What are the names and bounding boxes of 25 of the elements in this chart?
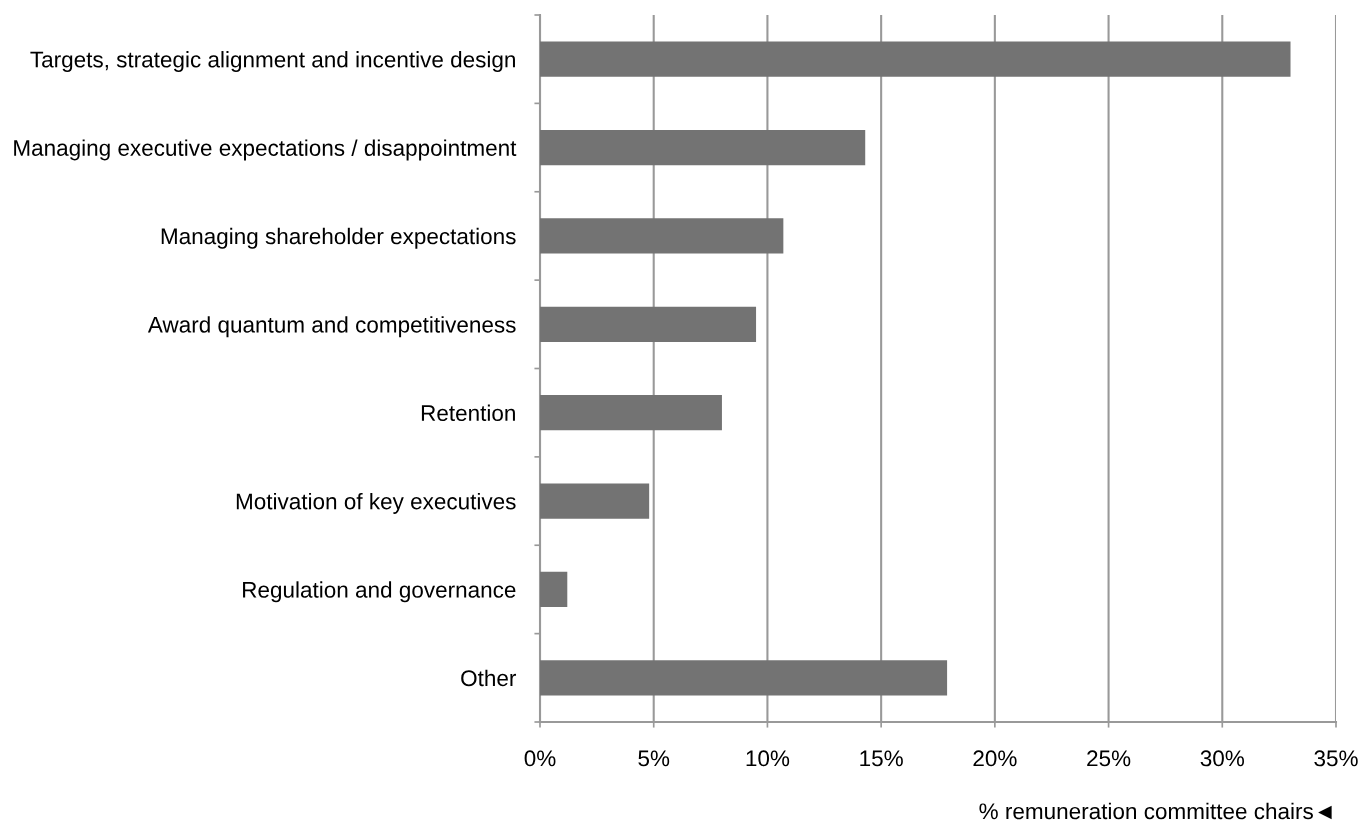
- bar: [540, 306, 757, 342]
- y-tick-label: Motivation of key executives: [236, 492, 516, 514]
- y-tick-label: Retention: [421, 404, 515, 422]
- x-tick-label: 20%: [973, 750, 1017, 767]
- y-tick-label: Managing shareholder expectations: [161, 227, 516, 249]
- bar: [540, 41, 1291, 77]
- x-tick-label: 25%: [1087, 750, 1131, 767]
- y-tick-label: Regulation and governance: [243, 581, 516, 603]
- x-tick-label: 15%: [860, 750, 903, 767]
- x-tick-label: 5%: [638, 750, 670, 767]
- y-tick-label: Managing executive expectations / disappointment: [14, 139, 517, 161]
- bar: [540, 395, 722, 431]
- x-tick-label: 35%: [1314, 750, 1358, 767]
- bar: [540, 660, 948, 696]
- y-tick-label: Award quantum and competitiveness: [147, 316, 516, 338]
- bar: [540, 129, 866, 166]
- x-tick-label: 30%: [1200, 750, 1244, 767]
- bar: [540, 218, 784, 254]
- bar: [540, 483, 650, 519]
- y-tick-label: Other: [461, 669, 517, 687]
- x-axis-title: % remuneration committee chairs◄: [979, 802, 1332, 820]
- x-tick-label: 0%: [524, 750, 556, 767]
- y-tick-label: Targets, strategic alignment and incentive design: [30, 51, 515, 73]
- x-tick-label: 10%: [746, 750, 790, 767]
- bar: [540, 571, 568, 608]
